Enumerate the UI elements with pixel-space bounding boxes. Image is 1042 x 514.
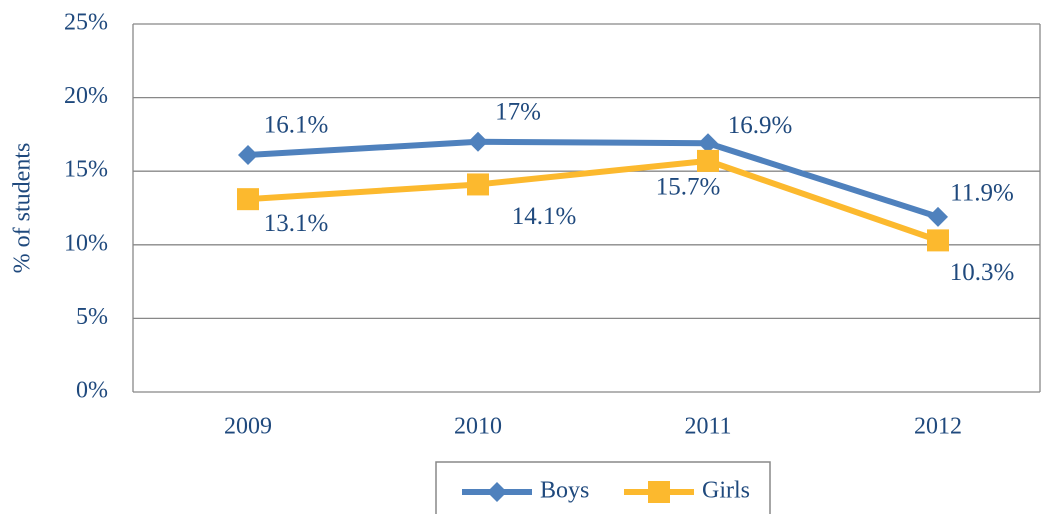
x-tick-label: 2009 [224, 414, 272, 440]
y-tick-label: 15% [64, 157, 108, 183]
marker [698, 133, 718, 154]
legend-label: Boys [540, 478, 589, 504]
marker [648, 481, 670, 503]
marker [238, 145, 258, 166]
marker [928, 206, 948, 227]
data-label: 17% [495, 98, 541, 125]
marker [467, 173, 489, 196]
legend-label: Girls [702, 478, 750, 504]
marker [237, 188, 259, 211]
data-label: 10.3% [950, 259, 1015, 286]
y-axis-title: % of students [10, 143, 36, 274]
marker [487, 482, 507, 502]
marker [697, 149, 719, 172]
data-label: 13.1% [264, 210, 329, 237]
x-tick-label: 2012 [914, 414, 962, 440]
data-label: 15.7% [656, 174, 721, 201]
x-tick-label: 2010 [454, 414, 502, 440]
series-line [247, 138, 939, 220]
y-tick-label: 10% [64, 230, 108, 256]
data-label: 11.9% [950, 180, 1014, 207]
y-tick-label: 25% [64, 10, 108, 36]
data-label: 16.9% [728, 112, 793, 139]
marker [468, 131, 488, 152]
marker [927, 229, 949, 252]
y-tick-label: 5% [76, 304, 108, 330]
data-label: 14.1% [512, 203, 577, 230]
y-tick-label: 0% [76, 378, 108, 404]
series-line [247, 157, 939, 244]
x-tick-label: 2011 [684, 414, 731, 440]
data-label: 16.1% [264, 112, 329, 139]
y-tick-label: 20% [64, 83, 108, 109]
